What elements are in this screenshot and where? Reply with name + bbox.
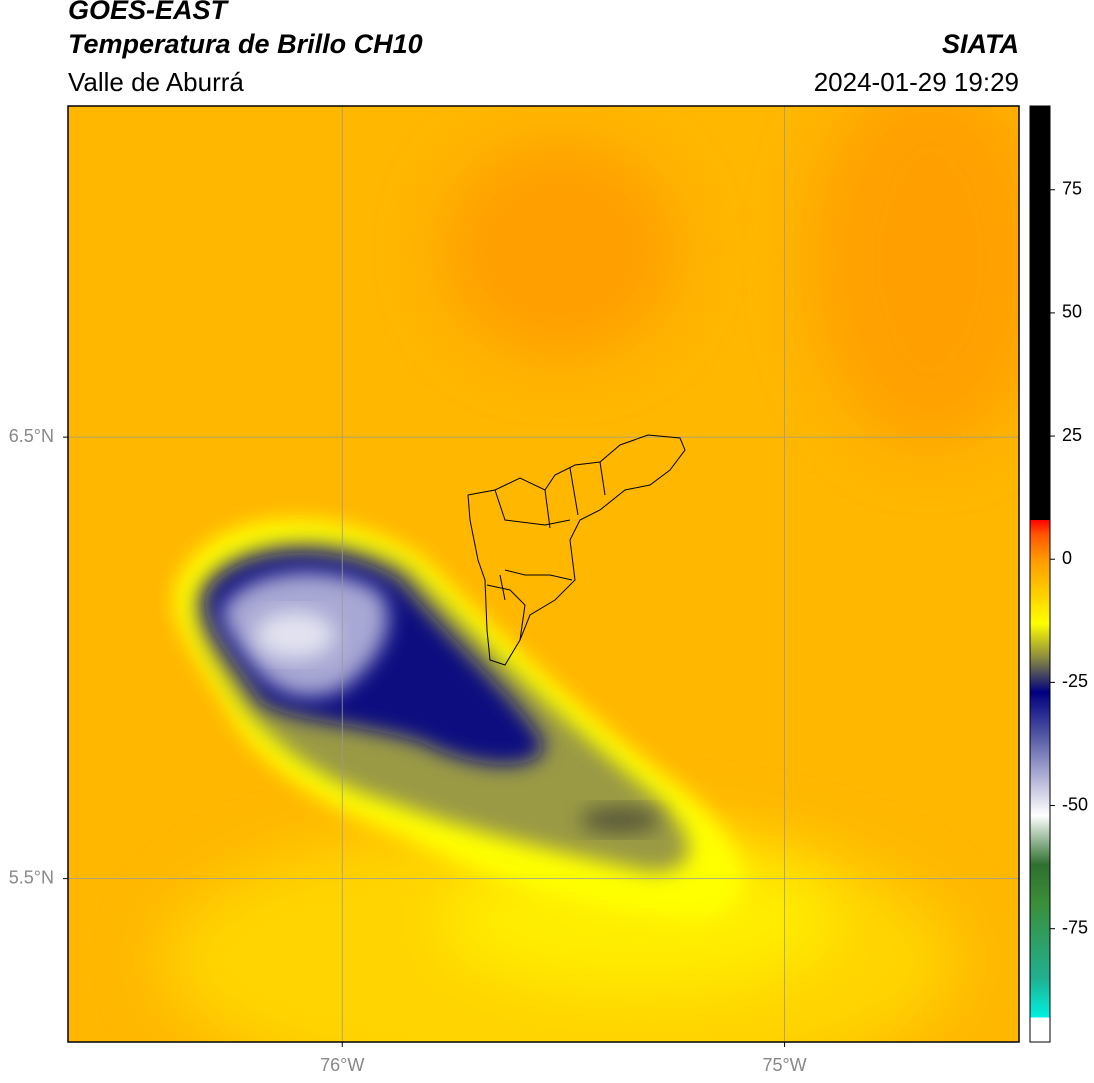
x-tick-label: 75°W	[762, 1055, 806, 1075]
colorbar-tick-label: 75	[1062, 178, 1082, 198]
warm-area	[810, 106, 1019, 450]
y-tick-label: 5.5°N	[9, 867, 54, 887]
colorbar-tick-label: -75	[1062, 917, 1088, 937]
colorbar	[1029, 105, 1051, 1043]
subtitle: Temperatura de Brillo CH10	[68, 29, 423, 59]
colorbar-tick-label: -25	[1062, 671, 1088, 691]
boundaries	[467, 434, 686, 666]
map-field	[68, 106, 1019, 1042]
colorbar-tick-label: 0	[1062, 548, 1072, 568]
datetime: 2024-01-29 19:29	[814, 67, 1019, 97]
source: SIATA	[942, 29, 1019, 59]
cloud	[580, 806, 660, 834]
title: GOES-EAST	[68, 0, 230, 25]
y-tick-label: 6.5°N	[9, 426, 54, 446]
region: Valle de Aburrá	[68, 67, 244, 97]
cloud	[255, 611, 335, 659]
warm-area	[440, 140, 680, 360]
colorbar-tick-label: -50	[1062, 794, 1088, 814]
x-tick-label: 76°W	[320, 1055, 364, 1075]
colorbar-tick-label: 50	[1062, 302, 1082, 322]
map-frame	[67, 105, 1020, 1043]
colorbar-tick-label: 25	[1062, 425, 1082, 445]
